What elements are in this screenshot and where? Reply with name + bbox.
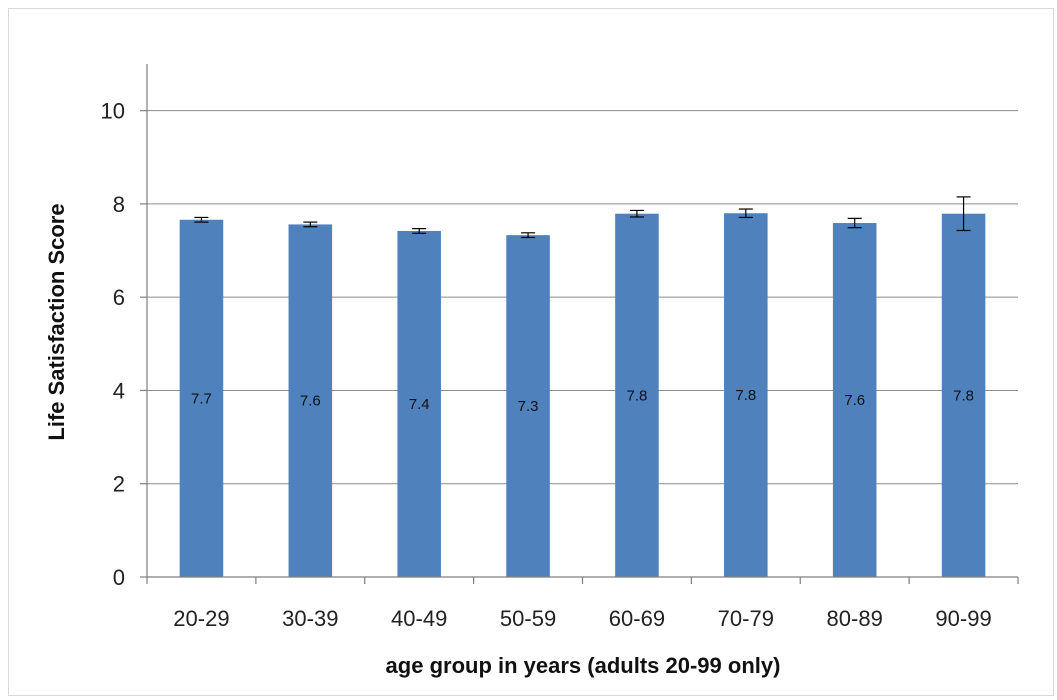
data-label: 7.6 xyxy=(300,393,321,410)
bar xyxy=(179,219,224,578)
bar xyxy=(724,213,768,577)
y-tick-label: 2 xyxy=(113,472,125,497)
data-label: 7.6 xyxy=(844,392,865,409)
bar xyxy=(506,235,550,577)
bar xyxy=(615,213,659,577)
x-axis-title: age group in years (adults 20-99 only) xyxy=(386,653,781,678)
data-label: 7.4 xyxy=(409,396,430,413)
bar xyxy=(941,213,986,577)
x-tick-labels: 20-29 30-39 40-49 50-59 60-69 70-79 80-89 90-99 xyxy=(173,606,991,631)
x-tick-label: 30-39 xyxy=(282,606,338,631)
bars xyxy=(179,213,986,578)
data-label: 7.8 xyxy=(627,387,648,404)
error-bars xyxy=(194,196,971,239)
y-tick-label: 8 xyxy=(113,192,125,217)
data-label: 7.8 xyxy=(953,387,974,404)
x-tick-label: 80-89 xyxy=(827,606,883,631)
y-tick-labels: 0 2 4 6 8 10 xyxy=(101,99,125,590)
data-label: 7.8 xyxy=(735,387,756,404)
y-tick-label: 10 xyxy=(101,99,125,124)
data-label: 7.7 xyxy=(191,390,212,407)
x-tick-label: 60-69 xyxy=(609,606,665,631)
x-tick-label: 70-79 xyxy=(718,606,774,631)
y-tick-label: 6 xyxy=(113,285,125,310)
x-tick-label: 40-49 xyxy=(391,606,447,631)
data-label: 7.3 xyxy=(518,398,539,415)
bar xyxy=(397,230,441,577)
x-tick-label: 20-29 xyxy=(173,606,229,631)
data-labels: 7.7 7.6 7.4 7.3 7.8 7.8 7.6 7.8 xyxy=(191,387,974,415)
bar xyxy=(288,224,333,578)
y-axis-title: Life Satisfaction Score xyxy=(44,203,69,440)
axes xyxy=(140,64,1019,584)
x-tick-label: 90-99 xyxy=(935,606,991,631)
y-tick-label: 0 xyxy=(113,565,125,590)
bar xyxy=(832,223,877,577)
y-tick-label: 4 xyxy=(113,378,125,403)
x-tick-label: 50-59 xyxy=(500,606,556,631)
gridlines xyxy=(147,110,1018,485)
